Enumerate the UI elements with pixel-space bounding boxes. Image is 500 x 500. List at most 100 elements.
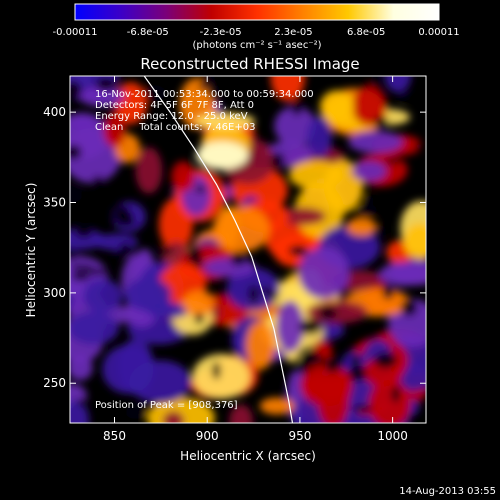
colorbar-tick-label: -6.8e-05 <box>127 27 169 38</box>
heatmap-gap <box>290 99 304 116</box>
heatmap-gap <box>325 356 340 373</box>
x-axis: 850 900 950 1000 <box>103 76 408 443</box>
heatmap-blob <box>70 354 93 381</box>
x-tick-label: 950 <box>288 429 311 443</box>
heatmap-gap <box>71 271 91 281</box>
timestamp: 14-Aug-2013 03:55 <box>399 486 496 497</box>
heatmap-blob <box>403 222 426 260</box>
heatmap-gap <box>268 292 279 300</box>
heatmap-gap <box>373 225 387 234</box>
heatmap-blob <box>70 112 110 160</box>
heatmap-blob <box>289 160 344 190</box>
y-axis: 250 300 350 400 <box>43 105 426 390</box>
heatmap-gap <box>157 246 174 255</box>
peak-region <box>196 141 249 170</box>
colorbar-units: (photons cm⁻² s⁻¹ asec⁻²) <box>192 40 321 51</box>
heatmap-blob <box>103 112 126 148</box>
heatmap-blob <box>182 290 215 317</box>
heatmap-gap <box>382 284 395 300</box>
heatmap-gap <box>230 251 247 266</box>
heatmap-gap <box>112 209 134 225</box>
heatmap-gap <box>350 354 360 367</box>
heatmap-gap <box>373 116 389 128</box>
annotation-energy: Energy Range: 12.0 - 25.0 keV <box>95 111 248 122</box>
y-tick-label: 350 <box>43 196 66 210</box>
heatmap-blob <box>146 302 190 319</box>
heatmap-gap <box>194 186 207 193</box>
heatmap-blob <box>298 247 350 299</box>
colorbar-tick-label: -2.3e-05 <box>200 27 242 38</box>
heatmap-blob <box>384 76 412 93</box>
heatmap-gap <box>288 245 309 257</box>
y-tick-label: 400 <box>43 105 66 119</box>
heatmap-blob <box>70 311 119 345</box>
peak-position-label: Position of Peak = [908,376] <box>95 400 238 411</box>
heatmap-gap <box>95 77 117 92</box>
heatmap-gap <box>91 176 106 187</box>
heatmap-blobs <box>70 76 426 423</box>
heatmap-gap <box>298 318 322 335</box>
heatmap-blob <box>368 379 411 423</box>
x-tick-label: 900 <box>196 429 219 443</box>
plot-frame <box>69 75 427 424</box>
heatmap-blob <box>317 373 349 423</box>
y-tick-label: 300 <box>43 286 66 300</box>
colorbar-tick-label: 6.8e-05 <box>347 27 385 38</box>
annotation-time: 16-Nov-2011 00:53:34.000 to 00:59:34.000 <box>95 89 314 100</box>
heatmap-gap <box>248 284 259 304</box>
colorbar-ticks: -0.00011 -6.8e-05 -2.3e-05 2.3e-05 6.8e-05 0.… <box>53 27 460 38</box>
heatmap-blob <box>276 300 304 353</box>
heatmap-gap <box>212 361 221 380</box>
colorbar-tick-label: 0.00011 <box>418 27 459 38</box>
heatmap-gap <box>125 405 148 420</box>
annotation-detectors: Detectors: 4F 5F 6F 7F 8F, Att 0 <box>95 100 254 111</box>
heatmap-gap <box>398 92 411 101</box>
colorbar-tick-label: -0.00011 <box>53 27 98 38</box>
heatmap-blob <box>79 85 125 107</box>
colorbar-tick-label: 2.3e-05 <box>274 27 312 38</box>
heatmap-gap <box>119 241 131 256</box>
heatmap-blob <box>117 338 154 395</box>
heatmap-gap <box>70 187 83 203</box>
heatmap-blob <box>93 233 138 251</box>
heatmap-blob <box>245 321 275 370</box>
heatmap-gap <box>270 152 285 168</box>
heatmap-gap <box>384 157 403 165</box>
heatmap-gap <box>207 83 221 100</box>
heatmap-blob <box>203 257 256 278</box>
x-axis-label: Heliocentric X (arcsec) <box>180 449 316 463</box>
heatmap-blob <box>259 397 295 415</box>
heatmap-blob <box>212 206 270 253</box>
plot-area <box>70 76 426 423</box>
heatmap-gap <box>355 204 379 216</box>
heatmap-blob <box>275 207 326 226</box>
heatmap-gap <box>262 285 272 297</box>
heatmap-blob <box>379 262 426 287</box>
heatmap-gap <box>348 365 367 382</box>
heatmap-gap <box>198 82 208 91</box>
heatmap-gap <box>143 84 167 102</box>
heatmap-gap <box>370 76 379 89</box>
heatmap-gap <box>218 178 233 188</box>
heatmap-blob <box>192 354 251 400</box>
heatmap-gap <box>70 144 82 160</box>
heatmap-blob <box>70 399 90 423</box>
heatmap-blob <box>195 112 256 130</box>
heatmap-blob <box>346 217 377 237</box>
heatmap-blob <box>348 130 403 154</box>
heatmap-gap <box>415 141 424 151</box>
heatmap-blob <box>82 278 123 314</box>
heatmap-blob <box>270 76 305 102</box>
heatmap-blob <box>306 116 332 158</box>
heatmap-blob <box>171 161 195 192</box>
heatmap-gap <box>70 248 79 261</box>
chart-title: Reconstructed RHESSI Image <box>140 55 359 73</box>
heatmap-blob <box>124 277 172 312</box>
x-tick-label: 1000 <box>377 429 408 443</box>
heatmap-blob <box>351 85 387 126</box>
y-axis-label: Heliocentric Y (arcsec) <box>24 183 38 318</box>
heatmap-gap <box>318 306 338 321</box>
heatmap-blob <box>351 160 387 182</box>
heatmap-gap <box>299 358 309 373</box>
